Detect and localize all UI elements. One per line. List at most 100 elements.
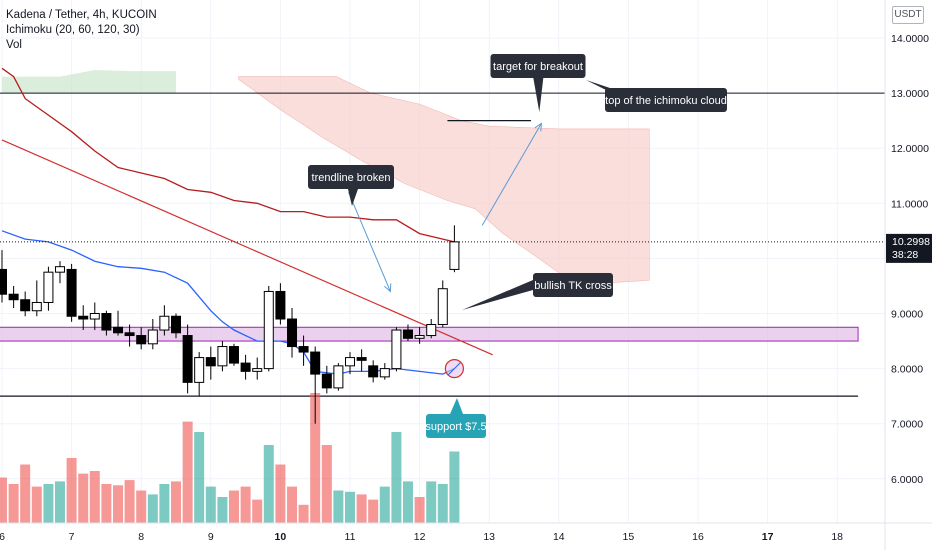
callout-support-text: support $7.5	[425, 421, 486, 433]
x-tick-label: 15	[623, 531, 635, 543]
candle-bear	[321, 373, 332, 389]
volume-bar	[136, 490, 147, 523]
callout-top-cloud-text: top of the ichimoku cloud	[605, 95, 727, 107]
y-tick-label: 11.0000	[891, 198, 928, 210]
x-tick-label: 6	[0, 531, 5, 543]
volume-bar	[43, 484, 54, 523]
candle-bear	[182, 335, 193, 383]
x-tick-label: 14	[553, 531, 565, 543]
volume-bar	[66, 458, 77, 523]
kijun-sen-line	[1, 67, 455, 243]
candle-bull	[263, 290, 274, 370]
plot-area: target for breakout top of the ichimoku c…	[0, 0, 885, 523]
volume-bar	[391, 432, 402, 523]
candle-bull	[437, 288, 448, 326]
volume-bar	[449, 451, 460, 523]
candle-bear	[101, 313, 112, 331]
last-price-value: 10.2998	[892, 236, 930, 248]
volume-bar	[310, 393, 321, 523]
volume-bar	[147, 494, 158, 523]
ichimoku-legend[interactable]: Ichimoku (20, 60, 120, 30)	[6, 24, 140, 36]
candle-bear	[205, 357, 216, 367]
volume-bar	[8, 484, 19, 523]
candle-bear	[275, 290, 286, 320]
candle-bull	[379, 368, 390, 378]
callout-tk-cross-text: bullish TK cross	[534, 280, 612, 292]
volume-bar	[20, 464, 31, 523]
candle-bear	[171, 315, 181, 334]
candle-bull	[333, 365, 344, 389]
callout-tk-cross: bullish TK cross	[462, 273, 613, 310]
volume-bar	[101, 484, 112, 523]
x-tick-label: 10	[275, 531, 287, 543]
candle-bear	[240, 362, 251, 372]
candle-bull	[43, 271, 54, 303]
x-tick-label: 11	[345, 531, 356, 543]
volume-bar	[321, 445, 332, 523]
volume-bar	[437, 484, 448, 523]
candle-bull	[54, 266, 65, 273]
volume-legend[interactable]: Vol	[6, 39, 22, 51]
volume-bar	[275, 464, 286, 523]
volume-bar	[182, 421, 193, 523]
candle-bear	[287, 318, 298, 348]
x-tick-label: 7	[69, 531, 75, 543]
y-tick-label: 14.0000	[891, 33, 929, 45]
x-tick-label: 8	[138, 531, 144, 543]
volume-bar	[298, 504, 309, 523]
x-tick-label: 12	[414, 531, 426, 543]
volume-bar	[217, 497, 228, 523]
candle-bear	[78, 315, 89, 320]
x-tick-label: 17	[762, 531, 774, 543]
ichimoku-cloud-bearish	[238, 76, 650, 284]
callout-trendline: trendline broken	[308, 165, 394, 206]
volume-bar	[159, 484, 170, 523]
symbol-title: Kadena / Tether, 4h, KUCOIN	[6, 9, 157, 21]
volume-bar	[171, 481, 181, 523]
downtrend-line	[1, 139, 493, 356]
ichimoku-cloud-bullish	[2, 70, 176, 94]
y-tick-label: 9.0000	[891, 309, 923, 321]
callout-top-cloud: top of the ichimoku cloud	[586, 80, 727, 112]
candle-bull	[89, 313, 100, 320]
y-tick-label: 13.0000	[891, 88, 929, 100]
candle-bear	[136, 335, 147, 345]
candle-countdown: 38:28	[892, 249, 918, 261]
candle-bull	[449, 241, 460, 270]
candle-bear	[0, 268, 7, 295]
candle-bull	[414, 335, 425, 339]
volume-bar	[78, 473, 89, 523]
callout-target: target for breakout	[490, 54, 586, 112]
volume-bar	[89, 471, 100, 523]
candle-bull	[252, 368, 263, 372]
volume-bar	[333, 490, 344, 523]
volume-bar	[379, 486, 390, 523]
candle-bear	[20, 299, 31, 312]
y-tick-label: 7.0000	[891, 419, 923, 431]
y-tick-label: 8.0000	[891, 364, 923, 376]
x-tick-label: 9	[208, 531, 214, 543]
candle-bear	[113, 326, 124, 334]
candle-bear	[66, 268, 77, 317]
currency-badge[interactable]: USDT	[892, 6, 924, 24]
candle-bull	[217, 346, 228, 367]
volume-bar	[113, 485, 124, 523]
candle-bull	[147, 329, 158, 345]
candle-bear	[368, 365, 379, 378]
candle-bear	[402, 329, 413, 339]
volume-bar	[287, 486, 298, 523]
tk-cross-line	[448, 362, 461, 375]
x-tick-label: 13	[483, 531, 495, 543]
candle-bear	[228, 346, 239, 364]
volume-bar	[263, 445, 274, 523]
candle-bull	[194, 357, 205, 383]
candle-bull	[426, 324, 437, 337]
volume-bar	[426, 481, 437, 523]
y-tick-label: 12.0000	[891, 143, 929, 155]
callout-target-text: target for breakout	[493, 61, 583, 73]
volume-bar	[240, 486, 251, 523]
candle-bear	[8, 293, 19, 301]
